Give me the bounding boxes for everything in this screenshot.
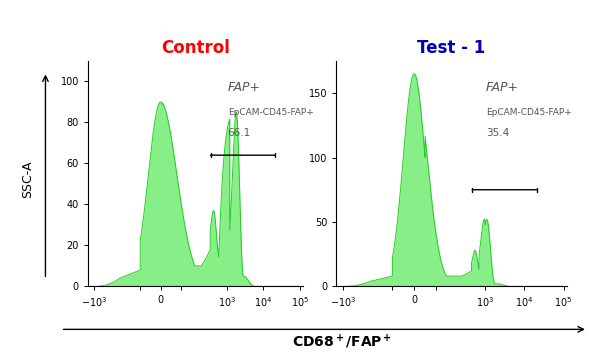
Text: 66.1: 66.1 bbox=[228, 128, 251, 138]
Text: $\mathbf{CD68^+/FAP^+}$: $\mathbf{CD68^+/FAP^+}$ bbox=[292, 333, 393, 351]
Text: EpCAM-CD45-FAP+: EpCAM-CD45-FAP+ bbox=[228, 108, 313, 117]
Text: EpCAM-CD45-FAP+: EpCAM-CD45-FAP+ bbox=[486, 108, 572, 117]
Text: FAP+: FAP+ bbox=[228, 81, 261, 95]
Text: SSC-A: SSC-A bbox=[21, 160, 34, 198]
Title: Control: Control bbox=[161, 39, 230, 57]
Text: FAP+: FAP+ bbox=[486, 81, 519, 95]
Text: 35.4: 35.4 bbox=[486, 128, 509, 138]
Title: Test - 1: Test - 1 bbox=[418, 39, 485, 57]
